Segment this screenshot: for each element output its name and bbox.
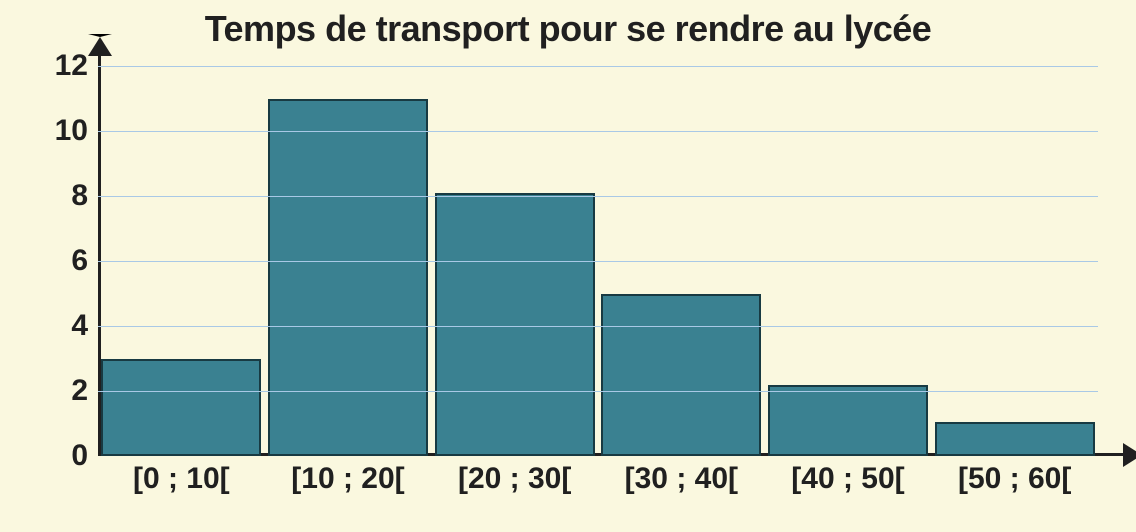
plot-area: 024681012[0 ; 10[[10 ; 20[[20 ; 30[[30 ;…: [98, 66, 1098, 456]
bar: [601, 294, 761, 457]
y-tick-label: 8: [71, 179, 98, 213]
grid-line: [98, 196, 1098, 197]
y-tick-label: 6: [71, 244, 98, 278]
grid-line: [98, 261, 1098, 262]
y-tick-label: 4: [71, 309, 98, 343]
bar: [935, 422, 1095, 456]
grid-line: [98, 391, 1098, 392]
x-tick-label: [50 ; 60[: [931, 456, 1098, 496]
x-tick-label: [30 ; 40[: [598, 456, 765, 496]
x-tick-label: [10 ; 20[: [265, 456, 432, 496]
bar: [435, 193, 595, 456]
x-axis-arrow: [1123, 443, 1136, 467]
grid-line: [98, 131, 1098, 132]
chart-container: Temps de transport pour se rendre au lyc…: [0, 0, 1136, 532]
x-tick-label: [0 ; 10[: [98, 456, 265, 496]
y-tick-label: 10: [55, 114, 98, 148]
chart-title: Temps de transport pour se rendre au lyc…: [0, 8, 1136, 50]
y-tick-label: 0: [71, 439, 98, 473]
bar: [268, 99, 428, 457]
grid-line: [98, 326, 1098, 327]
y-tick-label: 2: [71, 374, 98, 408]
y-tick-label: 12: [55, 49, 98, 83]
x-tick-label: [40 ; 50[: [765, 456, 932, 496]
x-tick-label: [20 ; 30[: [431, 456, 598, 496]
bar: [101, 359, 261, 457]
bar: [768, 385, 928, 457]
grid-line: [98, 66, 1098, 67]
